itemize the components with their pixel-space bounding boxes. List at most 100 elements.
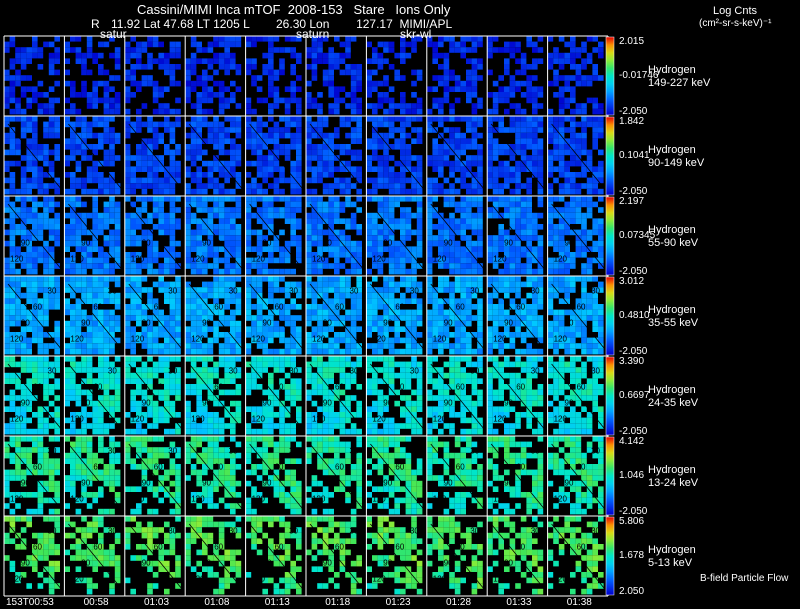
heatmap-cell <box>504 246 510 252</box>
heatmap-cell <box>251 196 257 202</box>
heatmap-cell <box>492 36 499 42</box>
heatmap-cell <box>570 97 576 104</box>
heatmap-cell <box>75 144 82 150</box>
heatmap-cell <box>4 428 10 435</box>
heatmap-cell <box>136 235 142 241</box>
heatmap-cell <box>268 348 274 355</box>
heatmap-cell <box>400 263 406 269</box>
heatmap-cell <box>515 207 521 213</box>
heatmap-cell <box>175 320 181 327</box>
heatmap-cell <box>251 108 257 115</box>
heatmap-cell <box>103 263 110 269</box>
heatmap-cell <box>141 257 148 264</box>
heatmap-cell <box>218 212 225 219</box>
heatmap-cell <box>86 127 93 133</box>
heatmap-cell <box>26 389 32 396</box>
heatmap-cell <box>466 92 472 98</box>
heatmap-cell <box>103 326 110 332</box>
heatmap-cell <box>109 292 115 299</box>
heatmap-cell <box>98 246 104 252</box>
heatmap-cell <box>256 138 263 144</box>
heatmap-cell <box>492 326 499 332</box>
heatmap-cell <box>196 224 202 230</box>
heatmap-cell <box>377 367 384 373</box>
heatmap-cell <box>471 86 478 92</box>
heatmap-cell <box>141 263 148 269</box>
heatmap-cell <box>460 149 466 156</box>
heatmap-cell <box>553 315 559 321</box>
heatmap-cell <box>98 423 104 429</box>
heatmap-cell <box>273 177 280 184</box>
heatmap-cell <box>158 378 164 384</box>
heatmap-cell <box>114 292 121 299</box>
heatmap-cell <box>339 337 346 344</box>
heatmap-cell <box>207 343 214 349</box>
heatmap-cell <box>20 400 27 407</box>
heatmap-cell <box>416 218 423 224</box>
heatmap-cell <box>4 276 10 282</box>
heatmap-cell <box>224 304 230 310</box>
heatmap-cell <box>400 108 406 115</box>
heatmap-cell <box>558 268 565 275</box>
heatmap-cell <box>213 304 219 310</box>
heatmap-cell <box>152 80 159 87</box>
heatmap-cell <box>114 155 121 161</box>
heatmap-cell <box>251 372 257 379</box>
heatmap-cell <box>400 229 406 236</box>
heatmap-cell <box>81 64 87 70</box>
heatmap-cell <box>26 337 32 344</box>
heatmap-cell <box>570 92 576 98</box>
heatmap-cell <box>322 332 329 338</box>
heatmap-cell <box>37 298 44 304</box>
heatmap-cell <box>9 138 16 144</box>
heatmap-cell <box>136 144 142 150</box>
heatmap-cell <box>328 224 334 230</box>
heatmap-cell <box>256 356 263 362</box>
heatmap-cell <box>311 218 318 224</box>
heatmap-cell <box>466 218 472 224</box>
heatmap-cell <box>164 356 170 362</box>
heatmap-cell <box>37 423 44 429</box>
heatmap-cell <box>32 229 38 236</box>
heatmap-cell <box>372 183 378 189</box>
heatmap-cell <box>498 315 504 321</box>
heatmap-cell <box>372 166 378 172</box>
heatmap-cell <box>558 257 565 264</box>
heatmap-cell <box>43 207 49 213</box>
heatmap-cell <box>114 47 121 53</box>
heatmap-cell <box>509 41 516 48</box>
heatmap-cell <box>114 320 121 327</box>
heatmap-cell <box>372 224 378 230</box>
heatmap-cell <box>306 332 312 338</box>
heatmap-cell <box>598 287 604 293</box>
heatmap-cell <box>311 400 318 407</box>
heatmap-cell <box>268 212 274 219</box>
heatmap-cell <box>532 132 538 139</box>
heatmap-cell <box>256 218 263 224</box>
heatmap-cell <box>224 138 230 144</box>
contour-label: 30 <box>350 287 359 296</box>
heatmap-cell <box>449 75 455 81</box>
heatmap-cell <box>147 412 153 418</box>
heatmap-cell <box>213 367 219 373</box>
heatmap-cell <box>15 149 21 156</box>
heatmap-cell <box>136 108 142 115</box>
heatmap-cell <box>279 196 285 202</box>
heatmap-cell <box>339 252 346 258</box>
heatmap-cell <box>230 58 236 64</box>
heatmap-cell <box>317 257 323 264</box>
heatmap-cell <box>224 292 230 299</box>
heatmap-cell <box>164 257 170 264</box>
heatmap-cell <box>4 196 10 202</box>
heatmap-cell <box>169 240 176 247</box>
heatmap-cell <box>471 80 478 87</box>
heatmap-cell <box>251 417 257 424</box>
heatmap-cell <box>136 428 142 435</box>
heatmap-cell <box>537 212 544 219</box>
heatmap-cell <box>158 268 164 275</box>
heatmap-cell <box>311 361 318 368</box>
contour-label: 120 <box>131 255 145 264</box>
heatmap-cell <box>26 320 32 327</box>
